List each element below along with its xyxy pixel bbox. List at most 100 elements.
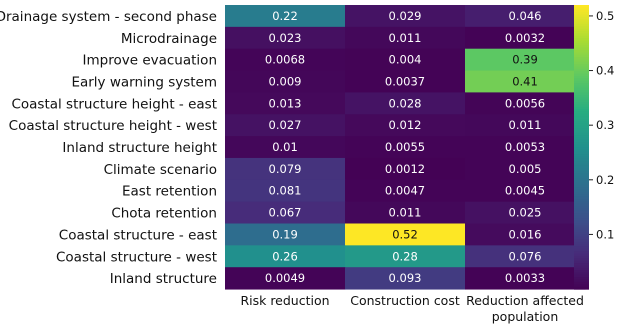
colorbar-tick-label: 0.4: [596, 64, 614, 78]
colorbar-segment: [574, 234, 589, 238]
row-label: Coastal structure - east: [59, 227, 217, 243]
row-label: Coastal structure height - east: [11, 96, 217, 112]
cell-value-label: 0.01: [272, 140, 298, 154]
column-label: Construction cost: [350, 293, 460, 308]
colorbar-segment: [574, 284, 589, 288]
colorbar-tick-label: 0.3: [596, 118, 614, 132]
colorbar-segment: [574, 33, 589, 37]
colorbar-segment: [574, 123, 589, 127]
colorbar-tick-label: 0.5: [596, 9, 614, 23]
cell-value-label: 0.067: [269, 206, 302, 220]
cell-value-label: 0.016: [509, 227, 542, 241]
colorbar-segment: [574, 173, 589, 177]
cell-value-label: 0.19: [272, 227, 298, 241]
colorbar-segment: [574, 64, 589, 68]
colorbar-segment: [574, 80, 589, 84]
heatmap-cell: [465, 201, 586, 224]
colorbar-segment: [574, 99, 589, 103]
colorbar-segment: [574, 9, 589, 13]
colorbar-segment: [574, 199, 589, 203]
colorbar-segment: [574, 94, 589, 98]
colorbar-segment: [574, 163, 589, 167]
cell-value-label: 0.0055: [385, 140, 425, 154]
colorbar-segment: [574, 229, 589, 233]
cell-value-label: 0.079: [269, 162, 302, 176]
cell-value-label: 0.39: [512, 53, 538, 67]
colorbar-segment: [574, 14, 589, 18]
colorbar-segment: [574, 206, 589, 210]
colorbar-segment: [574, 236, 589, 240]
row-label: Chota retention: [111, 206, 217, 222]
colorbar-segment: [574, 130, 589, 134]
cell-value-label: 0.0032: [505, 31, 545, 45]
heatmap-cell: [225, 5, 346, 28]
colorbar-segment: [574, 165, 589, 169]
colorbar-segment: [574, 118, 589, 122]
colorbar-segment: [574, 218, 589, 222]
heatmap-cell: [465, 223, 586, 246]
colorbar-segment: [574, 142, 589, 146]
column-label: Reduction affected: [466, 293, 584, 308]
heatmap-cell: [345, 5, 466, 28]
heatmap-cell: [225, 70, 346, 93]
cell-value-label: 0.0056: [505, 96, 545, 110]
cell-value-label: 0.076: [509, 249, 542, 263]
colorbar-segment: [574, 244, 589, 248]
colorbar-segment: [574, 35, 589, 39]
heatmap-cell: [225, 223, 346, 246]
colorbar-segment: [574, 232, 589, 236]
cell-value-label: 0.0053: [505, 140, 545, 154]
cell-value-label: 0.012: [389, 118, 422, 132]
heatmap-cell: [345, 114, 466, 137]
colorbar-segment: [574, 267, 589, 271]
colorbar-segment: [574, 144, 589, 148]
colorbar-segment: [574, 246, 589, 250]
row-label: Improve evacuation: [83, 53, 217, 69]
heatmap-cell: [465, 245, 586, 268]
heatmap-cell: [225, 267, 346, 290]
colorbar-segment: [574, 213, 589, 217]
colorbar-segment: [574, 128, 589, 132]
heatmap-cell: [465, 92, 586, 115]
cell-value-label: 0.011: [509, 118, 542, 132]
colorbar-segment: [574, 248, 589, 252]
heatmap-cell: [225, 26, 346, 50]
colorbar-segment: [574, 40, 589, 44]
heatmap-cell: [345, 48, 466, 72]
cell-value-label: 0.046: [509, 9, 542, 23]
colorbar-segment: [574, 45, 589, 49]
colorbar-segment: [574, 189, 589, 193]
colorbar-segment: [574, 38, 589, 42]
colorbar-segment: [574, 156, 589, 160]
colorbar-segment: [574, 180, 589, 184]
cell-value-label: 0.011: [389, 31, 422, 45]
colorbar-segment: [574, 281, 589, 285]
cell-value-label: 0.081: [269, 184, 302, 198]
heatmap-cell: [225, 136, 346, 159]
colorbar-segment: [574, 85, 589, 89]
colorbar-segment: [574, 177, 589, 181]
heatmap-cell: [345, 267, 466, 290]
heatmap-cell: [345, 223, 466, 246]
colorbar-tick-label: 0.1: [596, 227, 614, 241]
heatmap-cell: [465, 70, 586, 93]
cell-value-label: 0.28: [392, 249, 418, 263]
cell-value-label: 0.027: [269, 118, 302, 132]
colorbar-segment: [574, 222, 589, 226]
colorbar-segment: [574, 87, 589, 91]
colorbar-segment: [574, 274, 589, 278]
colorbar: 0.1 0.2 0.3 0.4 0.5: [574, 5, 614, 290]
colorbar-segment: [574, 168, 589, 172]
heatmap-cell: [465, 136, 586, 159]
colorbar-segment: [574, 272, 589, 276]
cell-value-label: 0.013: [269, 96, 302, 110]
colorbar-segment: [574, 116, 589, 120]
heatmap-cell: [225, 179, 346, 203]
heatmap-cell: [465, 114, 586, 137]
colorbar-segment: [574, 227, 589, 231]
colorbar-segment: [574, 7, 589, 11]
heatmap-cell: [345, 201, 466, 224]
colorbar-segment: [574, 258, 589, 262]
colorbar-segment: [574, 73, 589, 77]
colorbar-segment: [574, 220, 589, 224]
